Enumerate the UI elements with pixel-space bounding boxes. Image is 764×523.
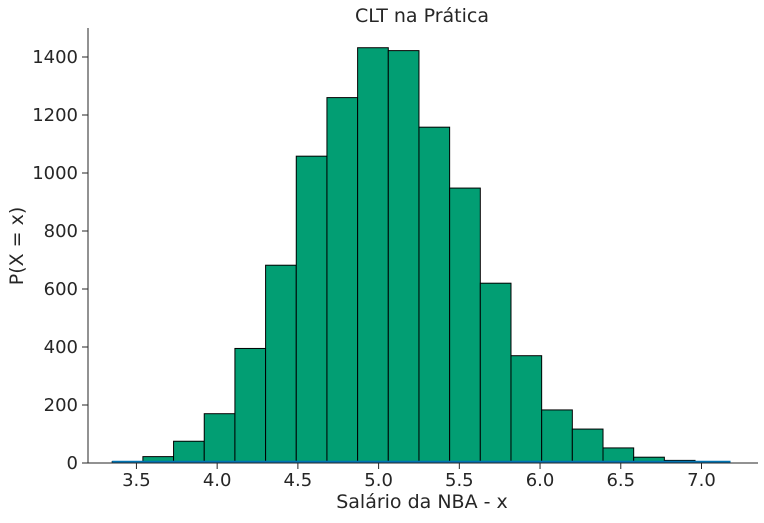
histogram-bar (326, 97, 359, 464)
histogram-bars (111, 47, 727, 464)
histogram-bar (418, 126, 451, 464)
histogram-bar (510, 355, 543, 464)
histogram-bar (387, 50, 420, 464)
x-tick-label: 4.5 (284, 470, 313, 491)
chart-title: CLT na Prática (355, 5, 489, 27)
x-tick-label: 3.5 (122, 470, 151, 491)
histogram-bar (295, 155, 328, 464)
x-tick-label: 5.5 (445, 470, 474, 491)
x-tick-label: 6.0 (526, 470, 555, 491)
x-axis-ticks: 3.5 4.0 4.5 5.0 5.5 6.0 6.5 7.0 (122, 463, 716, 491)
y-tick-label: 200 (44, 395, 78, 416)
y-axis-ticks: 0 200 400 600 800 1000 1200 1400 (32, 47, 88, 474)
histogram-bar (357, 47, 389, 464)
histogram-bar (602, 447, 635, 464)
x-axis-label: Salário da NBA - x (336, 491, 508, 513)
histogram-bar (479, 282, 512, 464)
y-tick-label: 1000 (32, 163, 78, 184)
y-tick-label: 800 (44, 221, 78, 242)
histogram-bar (541, 409, 573, 464)
y-tick-label: 1400 (32, 47, 78, 68)
histogram-bar (265, 264, 297, 464)
x-tick-label: 5.0 (364, 470, 393, 491)
histogram-bar (203, 413, 236, 464)
x-tick-label: 4.0 (203, 470, 232, 491)
histogram-bar (234, 347, 267, 464)
histogram-bar (173, 440, 205, 464)
y-tick-label: 600 (44, 279, 78, 300)
y-axis-label: P(X = x) (6, 207, 28, 286)
histogram-bar (449, 187, 481, 464)
y-tick-label: 1200 (32, 105, 78, 126)
y-tick-label: 0 (67, 453, 78, 474)
histogram-bar (571, 428, 604, 464)
x-tick-label: 6.5 (606, 470, 635, 491)
x-tick-label: 7.0 (687, 470, 716, 491)
y-tick-label: 400 (44, 337, 78, 358)
